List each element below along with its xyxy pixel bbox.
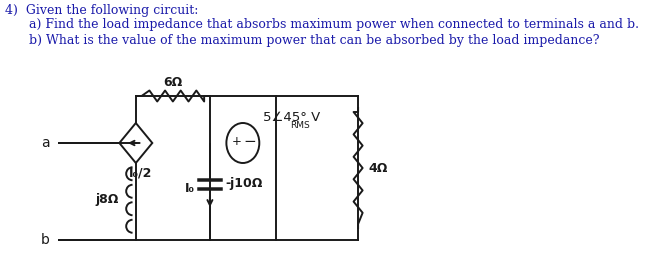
Text: a: a <box>41 136 50 150</box>
Text: 5∠45° V: 5∠45° V <box>264 110 321 124</box>
Text: −: − <box>243 133 256 149</box>
Text: b) What is the value of the maximum power that can be absorbed by the load imped: b) What is the value of the maximum powe… <box>5 34 599 47</box>
Text: I₀: I₀ <box>185 182 195 196</box>
Text: 6Ω: 6Ω <box>163 76 183 89</box>
Text: I₀/2: I₀/2 <box>129 167 152 180</box>
Text: 4Ω: 4Ω <box>368 162 387 174</box>
Text: RMS: RMS <box>290 121 310 130</box>
Text: j8Ω: j8Ω <box>95 194 119 206</box>
Text: -j10Ω: -j10Ω <box>225 178 263 190</box>
Text: 4)  Given the following circuit:: 4) Given the following circuit: <box>5 4 199 17</box>
Text: b: b <box>40 233 50 247</box>
Text: +: + <box>231 134 241 148</box>
Text: a) Find the load impedance that absorbs maximum power when connected to terminal: a) Find the load impedance that absorbs … <box>5 18 639 31</box>
